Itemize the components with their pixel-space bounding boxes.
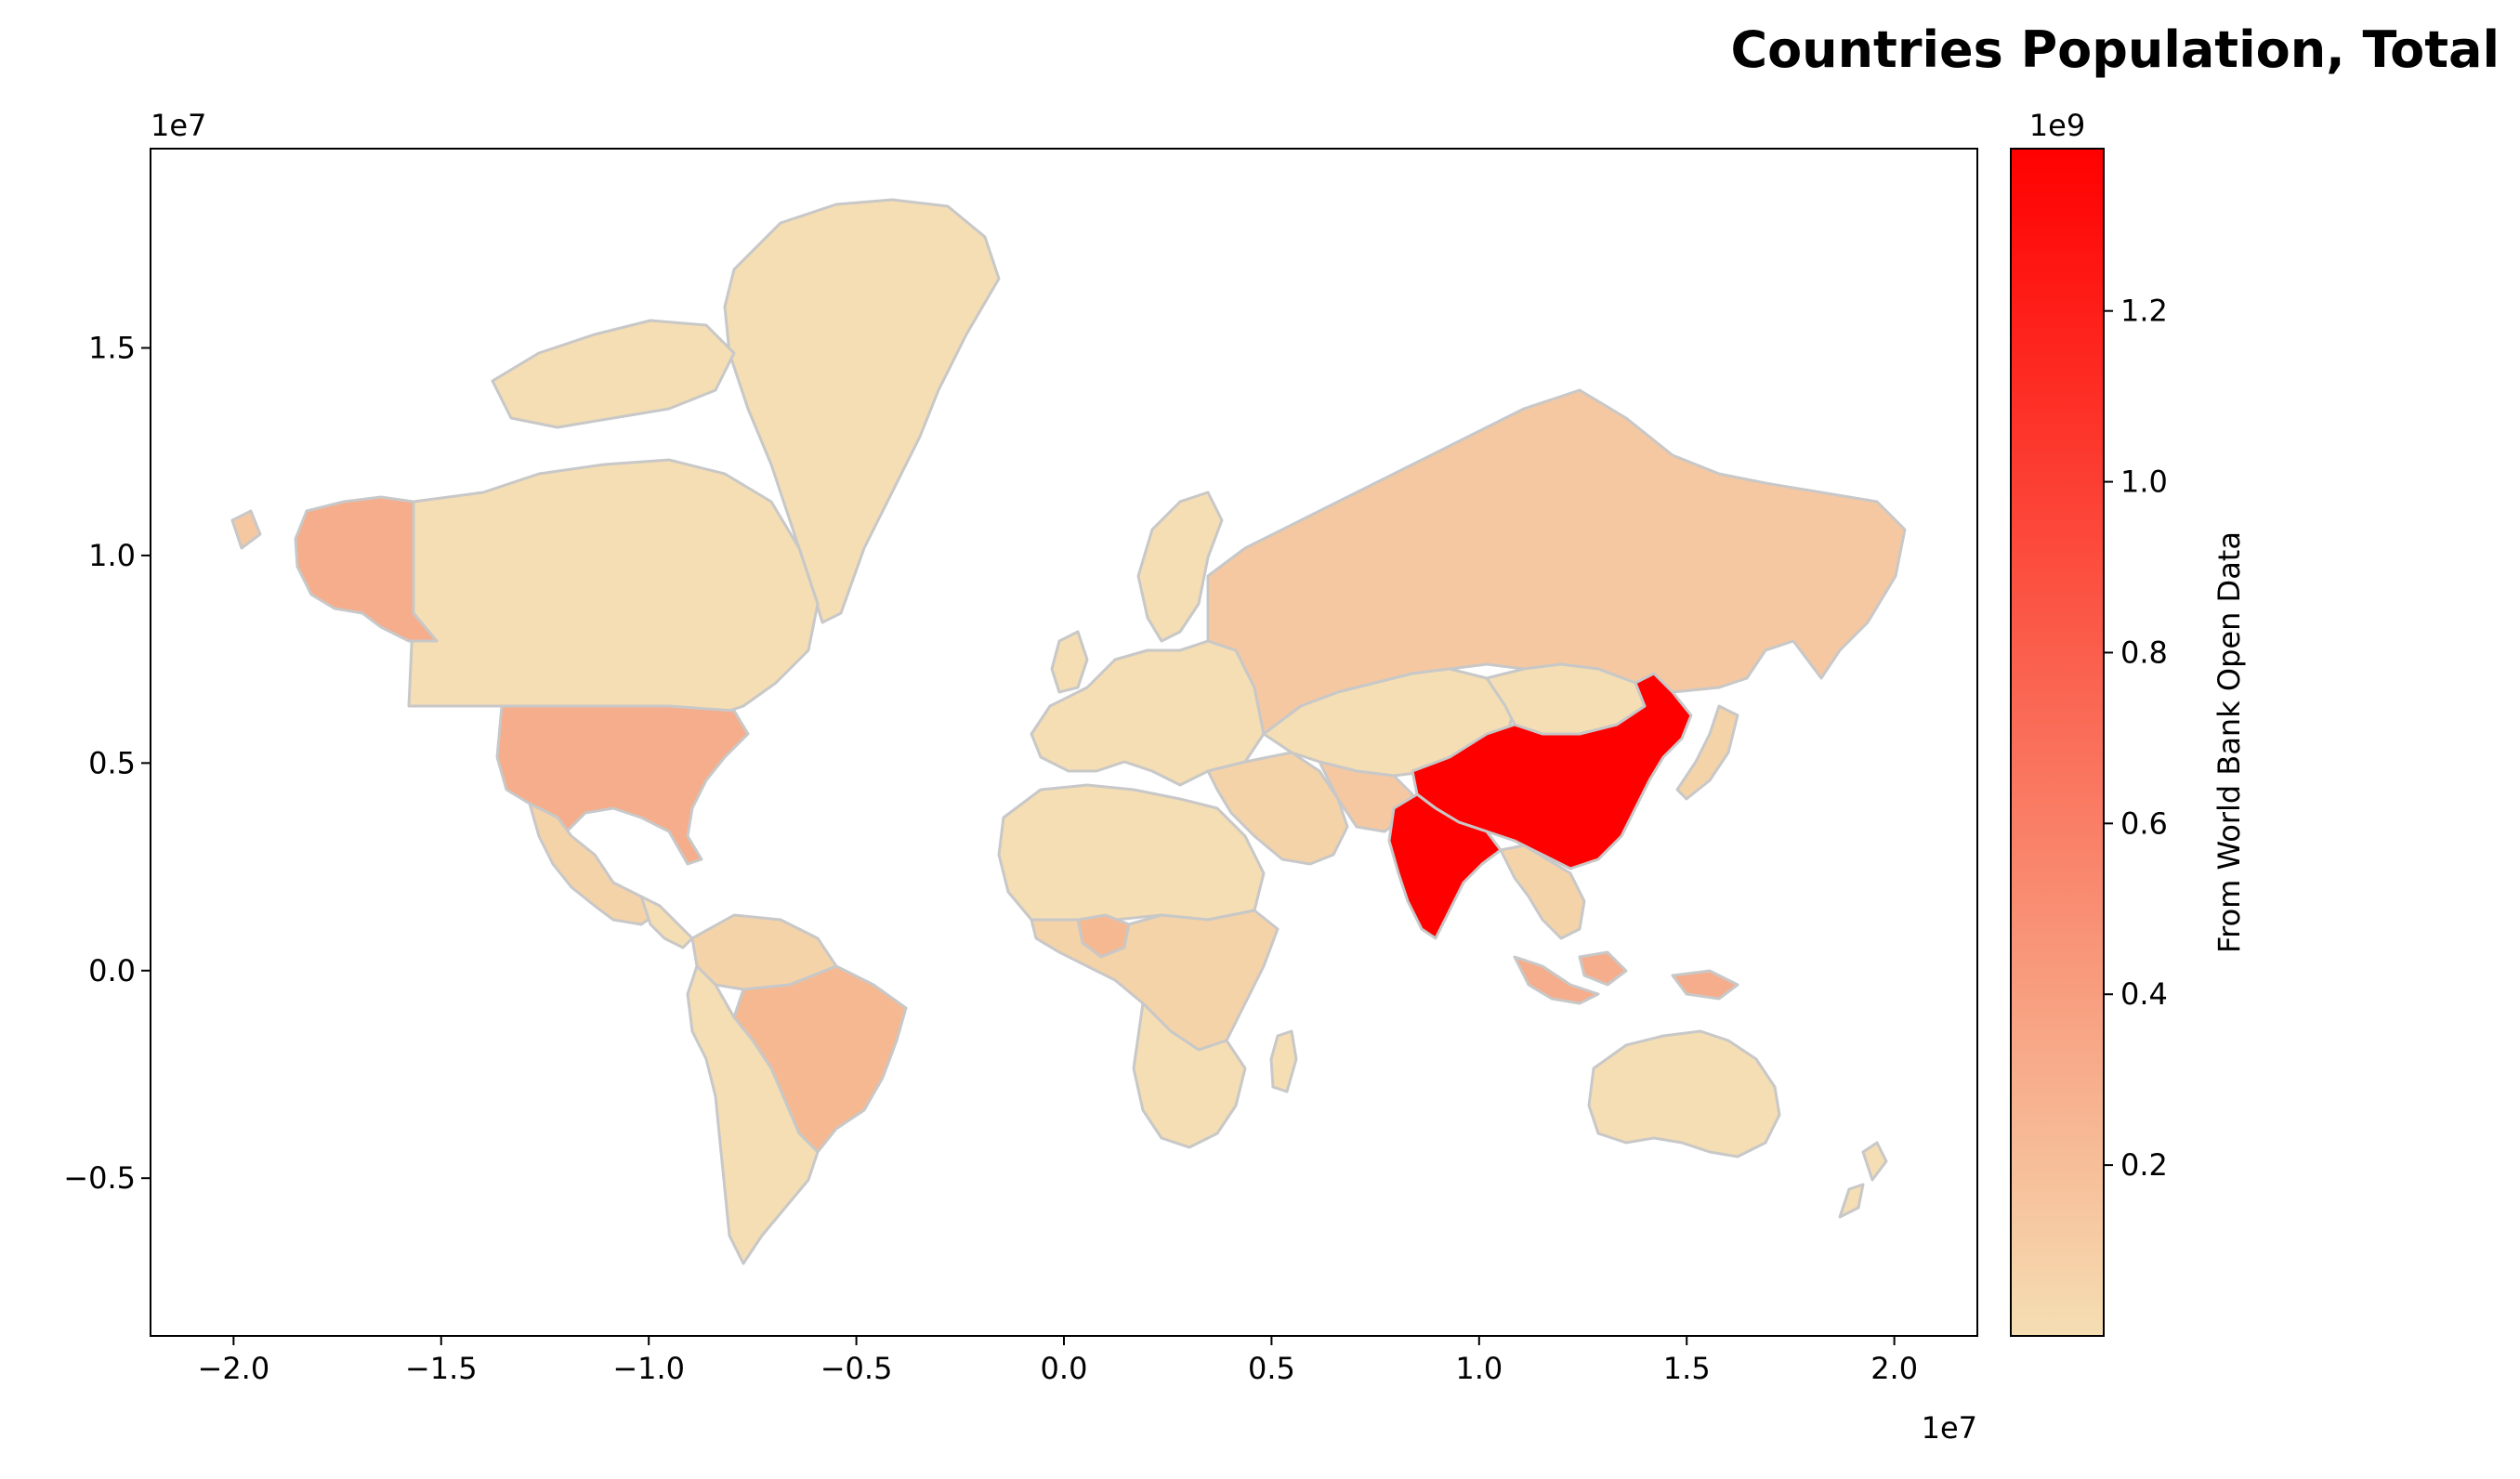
colorbar-label: From World Bank Open Data xyxy=(2212,531,2247,953)
colorbar-tick-label: 0.6 xyxy=(2120,805,2168,841)
region-alaska xyxy=(294,495,439,643)
region-southeast-asia xyxy=(1499,844,1586,940)
x-tick-label: 1.5 xyxy=(1663,1351,1711,1386)
region-greenland xyxy=(723,198,1001,624)
y-tick-label: 0.0 xyxy=(88,953,136,988)
colorbar-tick-label: 0.2 xyxy=(2120,1147,2168,1183)
region-madagascar xyxy=(1269,1029,1298,1093)
region-china xyxy=(1411,672,1693,870)
region-north-africa xyxy=(997,783,1266,926)
region-scandinavia xyxy=(1136,491,1224,643)
region-uk xyxy=(1050,630,1089,694)
colorbar-tick-label: 0.8 xyxy=(2120,635,2168,670)
region-japan xyxy=(1675,704,1739,801)
x-tick-label: −1.5 xyxy=(405,1351,478,1386)
colorbar-tick-label: 1.2 xyxy=(2120,294,2168,329)
y-offset-label: 1e7 xyxy=(151,108,206,143)
region-andes xyxy=(686,964,820,1265)
x-tick-label: −2.0 xyxy=(198,1351,270,1386)
region-southern-africa xyxy=(1132,1001,1247,1149)
region-canada-islands xyxy=(491,319,736,429)
colorbar-axes: 0.2 0.4 0.6 0.8 1.0 1.2 xyxy=(2104,294,2168,1183)
y-tick-label: −0.5 xyxy=(63,1160,136,1196)
region-central-africa xyxy=(1030,909,1280,1052)
region-mexico xyxy=(528,802,657,926)
x-tick-label: 0.5 xyxy=(1248,1351,1295,1386)
x-tick-label: 0.0 xyxy=(1041,1351,1088,1386)
region-canada xyxy=(407,458,820,717)
region-indonesia xyxy=(1513,950,1739,1005)
region-middle-east xyxy=(1206,751,1349,866)
x-tick-label: 2.0 xyxy=(1870,1351,1918,1386)
x-tick-label: −0.5 xyxy=(820,1351,893,1386)
y-tick-label: 1.0 xyxy=(88,538,136,573)
colorbar xyxy=(2010,148,2105,1337)
x-tick-label: −1.0 xyxy=(612,1351,685,1386)
world-map xyxy=(230,198,1907,1265)
x-offset-label: 1e7 xyxy=(1922,1410,1977,1446)
x-tick-label: 1.0 xyxy=(1455,1351,1503,1386)
map-axes: −2.0 −1.5 −1.0 −0.5 0.0 0.5 1.0 1.5 2.0 −0.5 0.0 0.… xyxy=(63,330,1918,1386)
chart-title: Countries Population, Total xyxy=(1730,20,2500,79)
region-india xyxy=(1387,792,1503,940)
colorbar-tick-label: 0.4 xyxy=(2120,976,2168,1012)
region-chukotka xyxy=(230,509,262,550)
y-tick-label: 0.5 xyxy=(88,745,136,780)
colorbar-tick-label: 1.0 xyxy=(2120,465,2168,500)
region-central-america xyxy=(639,895,694,949)
region-united-states xyxy=(495,704,750,866)
region-australia xyxy=(1587,1029,1781,1158)
y-tick-label: 1.5 xyxy=(88,330,136,365)
colorbar-offset-label: 1e9 xyxy=(2029,108,2085,143)
region-new-zealand xyxy=(1838,1141,1888,1219)
